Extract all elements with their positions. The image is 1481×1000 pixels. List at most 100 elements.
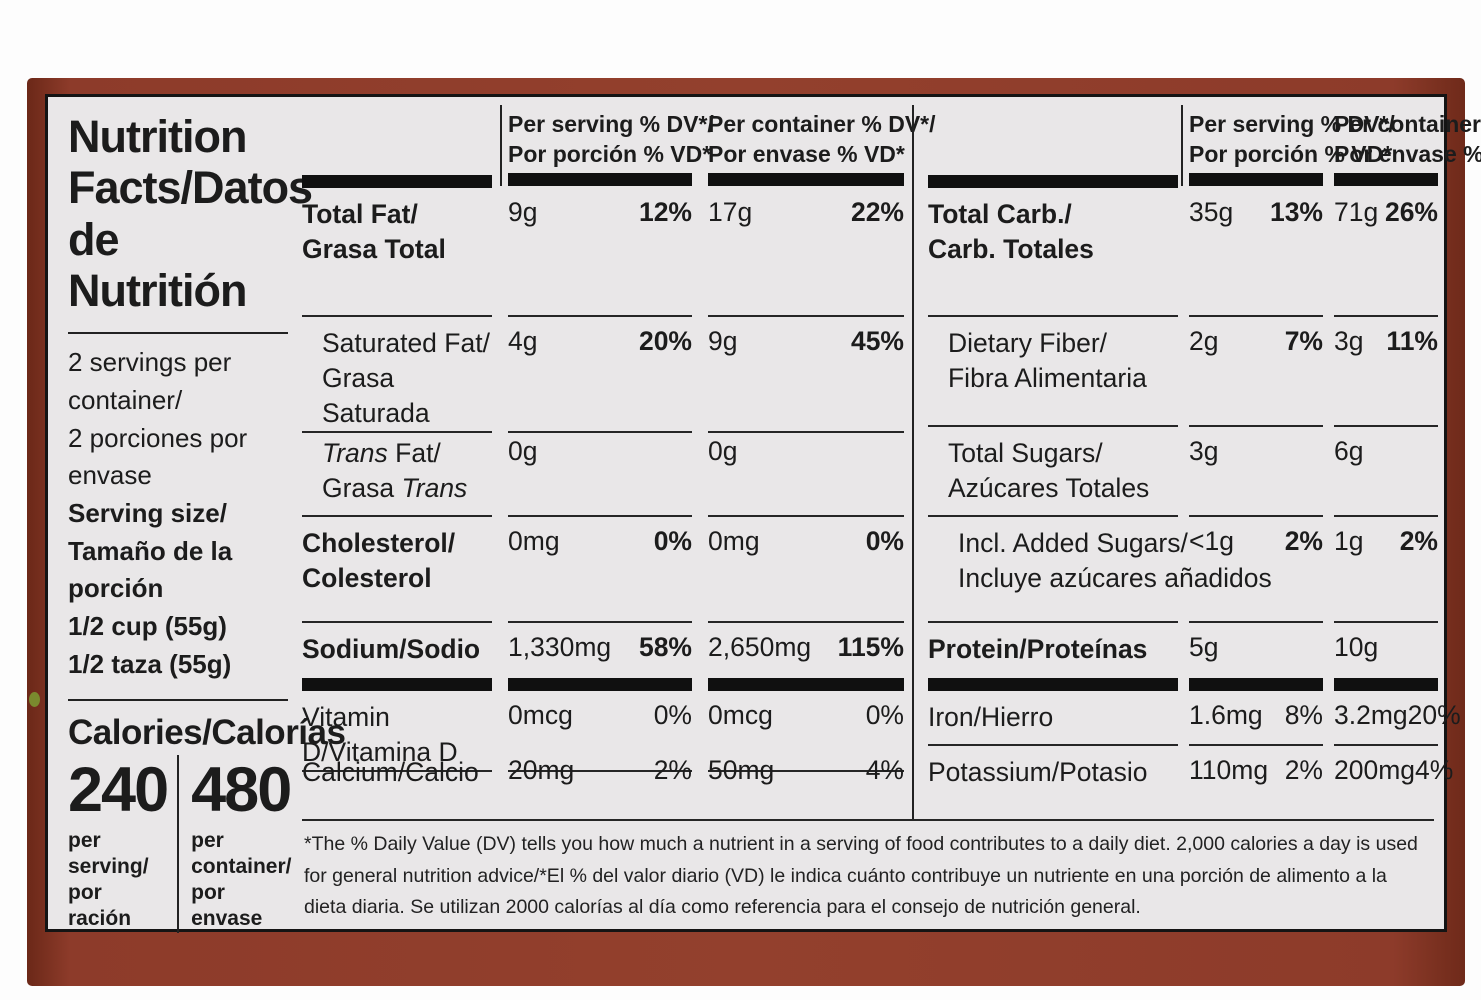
amount-per-serving: 0mg [508,526,560,556]
thick-rule [928,175,1178,188]
thick-rule-row [302,676,904,691]
header-line: Por porción % VD* [508,141,712,168]
amount-per-serving: 3g [1189,436,1219,466]
nutrient-row-potassium: Potassium/Potasio 110mg 2% 200mg 4% [928,746,1453,801]
nutrient-label: Protein/Proteínas [928,634,1148,664]
daily-value-footnote: *The % Daily Value (DV) tells you how mu… [302,819,1434,923]
calories-per-serving-value: 240 [68,755,169,826]
dv-per-container: 0% [865,700,904,730]
dv-per-serving: 13% [1269,197,1323,227]
dv-per-serving: 8% [1284,700,1323,730]
thick-rule [302,175,492,188]
calories-section: Calories/Calorías 240 per serving/ por r… [68,713,346,933]
nutrient-label: Trans Fat/ [322,438,441,468]
nutrient-row-vitamin-d: Vitamin D/Vitamina D 0mcg 0% 0mcg 0% [302,691,904,772]
amount-per-container: 6g [1334,436,1364,466]
divider [68,332,288,335]
thick-rule [708,173,904,186]
nutrient-label: Sodium/Sodio [302,634,481,664]
thick-rule [1189,173,1323,186]
amount-per-serving: 1.6mg [1189,700,1263,730]
nutrient-row-cholesterol: Cholesterol/Colesterol 0mg 0% 0mg 0% [302,517,904,623]
amount-per-serving: 2g [1189,326,1219,356]
nutrient-label-es: Fibra Alimentaria [948,362,1147,393]
calories-per-serving-caption-es: por ración [68,881,132,931]
table-header-right: Per serving % DV*/ Por porción % VD* Per… [928,105,1481,186]
amount-per-serving: <1g [1189,526,1234,556]
dv-per-container: 45% [850,326,904,356]
dv-per-container: 115% [837,632,904,662]
dv-per-container: 22% [850,197,904,227]
column-header-per-container: Per container % DV*/ Por envase % VD* [708,105,936,171]
nutrient-label-es: Colesterol [302,562,432,593]
amount-per-container: 9g [708,326,738,356]
nutrient-label-es: Incluye azúcares añadidos [958,562,1272,593]
nutrient-label: Dietary Fiber/ [948,328,1108,358]
thick-rule [508,173,692,186]
dv-per-serving: 0% [653,526,692,556]
nutrient-label: Total Sugars/ [948,438,1103,468]
divider [68,699,288,702]
nutrient-label: Total Carb./ [928,199,1072,229]
dv-per-container: 0% [865,526,904,556]
title-line: Nutrition [68,111,247,162]
dv-per-container: 11% [1386,326,1438,356]
calories-per-serving-caption: per serving/ [68,828,149,878]
nutrient-tables-area: Per serving % DV*/ Por porción % VD* Per… [302,105,1481,923]
nutrient-label-es: Grasa Total [302,233,446,264]
thick-rule-row [928,676,1438,691]
dv-per-serving: 20% [638,326,692,356]
nutrient-row-total-fat: Total Fat/Grasa Total 9g 12% 17g 22% [302,188,904,317]
calories-per-container: 480 per container/ por envase [177,755,301,933]
amount-per-container: 200mg [1334,755,1416,785]
nutrient-row-saturated-fat: Saturated Fat/Grasa Saturada 4g 20% 9g 45% [302,317,904,433]
calories-per-serving: 240 per serving/ por ración [68,755,177,932]
nutrient-row-protein: Protein/Proteínas 5g 10g [928,623,1434,676]
header-line: Per container % DV*/ [708,111,936,137]
servings-per-container-es: 2 porciones por envase [68,422,248,491]
servings-per-container-en: 2 servings per container/ [68,347,232,415]
serving-size-value-en: 1/2 cup (55g) [68,611,227,641]
nutrient-label: Potassium/Potasio [928,757,1148,787]
dv-per-container: 20% [1407,700,1461,730]
nutrient-label: Total Fat/ [302,199,418,229]
serving-size-es: Tamaño de la porción [68,535,233,604]
nutrient-table-right: Per serving % DV*/ Por porción % VD* Per… [912,105,1481,820]
amount-per-container: 3.2mg [1334,700,1408,730]
nutrient-row-total-carb: Total Carb./ Carb. Totales 35g 13% 71g 26% [928,188,1438,317]
calories-per-container-value: 480 [191,755,292,826]
thick-rule [1334,173,1438,186]
dv-per-serving: 58% [638,632,692,662]
amount-per-container: 17g [708,197,753,227]
summary-column: Nutrition Facts/Datos de Nutritión 2 ser… [60,105,346,933]
calories-per-container-caption-es: por envase [191,881,263,931]
nutrient-table-left: Per serving % DV*/ Por porción % VD* Per… [302,105,936,819]
nutrient-label: Saturated Fat/ [322,328,490,358]
amount-per-container: 0mg [708,526,760,556]
amount-per-serving: 5g [1189,632,1219,662]
nutrient-row-added-sugars: Incl. Added Sugars/Incluye azúcares añad… [928,517,1438,623]
table-header-left: Per serving % DV*/ Por porción % VD* Per… [302,105,936,186]
amount-per-container: 71g [1334,197,1379,227]
amount-per-serving: 9g [508,197,538,227]
green-speck [29,692,40,707]
dv-per-serving: 2% [1284,526,1323,556]
nutrient-row-trans-fat: Trans Fat/ Grasa Trans 0g 0g [302,427,904,517]
column-header-per-container: Per container % DV*/ Por envase % VD* [1334,105,1481,171]
dv-per-serving: 2% [1284,755,1323,785]
nutrient-label: Vitamin D/Vitamina D [302,702,458,767]
nutrient-label: Incl. Added Sugars/ [958,528,1188,558]
amount-per-container: 10g [1334,632,1379,662]
nutrient-label: Iron/Hierro [928,702,1054,732]
amount-per-serving: 4g [508,326,538,356]
dv-per-container: 2% [1399,526,1438,556]
amount-per-serving: 35g [1189,197,1234,227]
header-line: Por porción % VD* [1189,141,1393,168]
panel-title: Nutrition Facts/Datos de Nutritión [68,111,313,316]
dv-per-container: 4% [865,755,904,785]
calories-heading: Calories/Calorías [68,713,346,753]
column-header-per-serving: Per serving % DV*/ Por porción % VD* [1189,105,1395,171]
amount-per-serving: 20mg [508,755,575,785]
amount-per-serving: 0mcg [508,700,573,730]
